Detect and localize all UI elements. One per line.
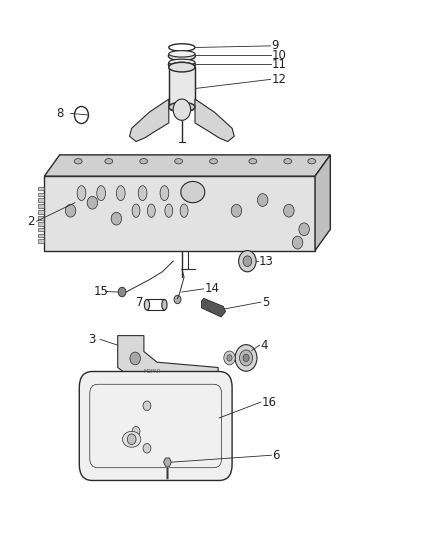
Ellipse shape [168, 51, 195, 61]
Circle shape [299, 223, 309, 236]
Ellipse shape [165, 204, 173, 217]
Circle shape [243, 354, 249, 362]
Bar [38, 192, 44, 196]
Text: 14: 14 [205, 282, 219, 295]
Polygon shape [130, 99, 169, 142]
Circle shape [239, 251, 256, 272]
Circle shape [87, 196, 98, 209]
Ellipse shape [210, 159, 218, 164]
Circle shape [224, 351, 235, 365]
Circle shape [132, 426, 140, 436]
Ellipse shape [105, 159, 113, 164]
Circle shape [65, 204, 76, 217]
Bar [38, 198, 44, 202]
Circle shape [111, 212, 122, 225]
Text: 12: 12 [272, 73, 286, 86]
Ellipse shape [175, 159, 183, 164]
Text: 13: 13 [259, 255, 274, 268]
Ellipse shape [169, 62, 195, 72]
Circle shape [235, 345, 257, 371]
Bar [169, 67, 195, 107]
Bar [38, 228, 44, 231]
Polygon shape [201, 298, 226, 317]
Circle shape [143, 401, 151, 410]
Text: 5: 5 [262, 296, 269, 309]
Circle shape [227, 355, 232, 361]
Ellipse shape [169, 102, 195, 112]
Ellipse shape [117, 185, 125, 200]
Ellipse shape [77, 185, 86, 200]
Polygon shape [44, 155, 330, 176]
Ellipse shape [168, 60, 195, 69]
FancyBboxPatch shape [44, 176, 315, 251]
Text: 10: 10 [272, 49, 286, 62]
Ellipse shape [160, 185, 169, 200]
Text: 9: 9 [272, 39, 279, 52]
Bar [38, 204, 44, 208]
Circle shape [240, 350, 253, 366]
Polygon shape [163, 458, 171, 466]
Text: 11: 11 [272, 58, 286, 71]
Text: 6: 6 [272, 449, 280, 462]
Bar [38, 216, 44, 220]
Polygon shape [195, 99, 234, 142]
Text: MOPAR: MOPAR [144, 369, 161, 374]
Text: 3: 3 [88, 333, 95, 346]
Circle shape [143, 443, 151, 453]
Ellipse shape [138, 185, 147, 200]
Ellipse shape [132, 204, 140, 217]
Bar [38, 210, 44, 214]
Ellipse shape [140, 159, 148, 164]
Ellipse shape [97, 185, 106, 200]
Ellipse shape [284, 159, 292, 164]
Ellipse shape [169, 59, 195, 66]
Circle shape [118, 287, 126, 297]
Circle shape [243, 256, 252, 266]
FancyBboxPatch shape [79, 372, 232, 480]
Circle shape [231, 204, 242, 217]
Circle shape [174, 295, 181, 304]
Text: 15: 15 [93, 285, 108, 298]
Circle shape [173, 99, 191, 120]
Text: 16: 16 [262, 395, 277, 409]
Ellipse shape [169, 62, 195, 72]
Circle shape [292, 236, 303, 249]
Circle shape [127, 434, 136, 445]
Ellipse shape [169, 51, 195, 57]
Circle shape [258, 193, 268, 206]
Ellipse shape [148, 204, 155, 217]
Polygon shape [315, 155, 330, 251]
Bar [38, 239, 44, 243]
Text: 4: 4 [261, 338, 268, 352]
Text: 2: 2 [27, 215, 35, 228]
Circle shape [130, 352, 141, 365]
Text: 7: 7 [136, 296, 144, 309]
Circle shape [284, 204, 294, 217]
Bar [38, 222, 44, 225]
Ellipse shape [180, 204, 188, 217]
Ellipse shape [123, 431, 141, 447]
Bar [38, 187, 44, 190]
Ellipse shape [145, 300, 150, 310]
Ellipse shape [162, 300, 167, 310]
Ellipse shape [249, 159, 257, 164]
Ellipse shape [181, 181, 205, 203]
Ellipse shape [169, 102, 195, 112]
Ellipse shape [74, 159, 82, 164]
Ellipse shape [308, 159, 316, 164]
Polygon shape [118, 336, 218, 381]
Text: 8: 8 [57, 107, 64, 120]
Bar [38, 233, 44, 237]
